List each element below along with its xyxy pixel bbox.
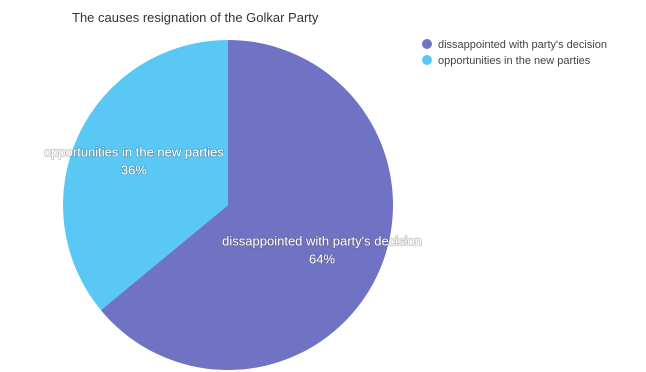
pie-slice — [63, 40, 229, 311]
slice-percent-label: 64% — [309, 251, 335, 266]
slice-label: dissappointed with party's decision — [222, 233, 422, 248]
legend: dissappointed with party's decision oppor… — [422, 39, 607, 67]
slice-label: opportunities in the new parties — [44, 145, 224, 160]
legend-marker — [422, 55, 432, 65]
legend-label: opportunities in the new parties — [438, 55, 591, 67]
legend-marker — [422, 39, 432, 49]
pie-slice-labels: dissappointed with party's decision 64% op… — [43, 144, 422, 267]
pie-slice — [100, 40, 394, 371]
slice-percent-label: 36% — [121, 163, 147, 178]
pie-slices — [63, 40, 394, 371]
chart-title: The causes resignation of the Golkar Par… — [72, 10, 319, 25]
legend-label: dissappointed with party's decision — [438, 39, 607, 51]
